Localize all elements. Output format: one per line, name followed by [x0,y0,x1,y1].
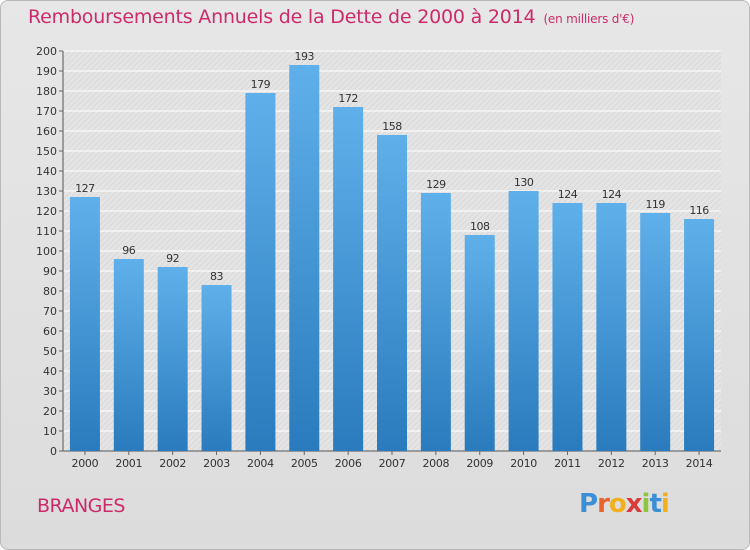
bar-value-label: 108 [470,220,490,233]
bar-value-label: 124 [558,188,578,201]
y-tick-label: 130 [36,185,57,198]
y-tick-label: 150 [36,145,57,158]
x-tick-label: 2007 [379,457,406,470]
chart-title: Remboursements Annuels de la Dette de 20… [28,6,634,28]
y-tick-label: 0 [50,445,57,458]
bar-value-label: 96 [122,244,135,257]
y-tick-label: 140 [36,165,57,178]
y-tick-label: 110 [36,225,57,238]
y-tick-label: 20 [43,405,57,418]
y-tick-label: 200 [36,45,57,58]
y-tick-label: 10 [43,425,57,438]
x-tick-label: 2001 [115,457,142,470]
bar [464,235,495,451]
bar-value-label: 179 [251,78,271,91]
y-tick-label: 80 [43,285,57,298]
y-tick-label: 70 [43,305,57,318]
bar [684,219,715,451]
y-tick-label: 160 [36,125,57,138]
y-tick-label: 120 [36,205,57,218]
x-tick-label: 2006 [335,457,362,470]
commune-name: BRANGES [37,495,125,517]
x-tick-label: 2010 [510,457,537,470]
x-tick-label: 2000 [72,457,99,470]
bar-value-label: 130 [514,176,534,189]
y-tick-label: 170 [36,105,57,118]
x-tick-label: 2014 [686,457,713,470]
y-tick-label: 30 [43,385,57,398]
bar-value-label: 116 [689,204,709,217]
logo-letter: t [649,489,661,519]
bar [333,107,364,451]
x-tick-label: 2004 [247,457,274,470]
y-tick-label: 190 [36,65,57,78]
logo-letter: i [660,489,670,519]
x-tick-label: 2008 [422,457,449,470]
bar [245,93,276,451]
bar-value-label: 129 [426,178,446,191]
bar-value-label: 83 [210,270,223,283]
bar [157,267,188,451]
bar [201,285,232,451]
logo-letter: r [597,489,610,519]
y-tick-label: 180 [36,85,57,98]
x-tick-label: 2003 [203,457,230,470]
x-tick-label: 2013 [642,457,669,470]
x-tick-label: 2002 [159,457,186,470]
bar [377,135,407,451]
bar-value-label: 124 [602,188,622,201]
y-tick-label: 90 [43,265,57,278]
logo-letter: P [579,489,598,519]
bar [69,197,100,451]
bar [113,259,144,451]
bar [640,213,671,451]
x-tick-label: 2011 [554,457,581,470]
x-tick-label: 2012 [598,457,625,470]
bar [289,65,320,451]
y-tick-label: 60 [43,325,57,338]
y-tick-label: 100 [36,245,57,258]
bar [596,203,627,451]
x-tick-label: 2009 [466,457,493,470]
bar-value-label: 158 [382,120,402,133]
logo-letter: x [625,489,643,519]
bar-value-label: 119 [645,198,665,211]
bar-value-label: 127 [75,182,95,195]
bar-value-label: 92 [166,252,179,265]
proxiti-logo: Proxiti [579,489,670,519]
chart-unit: (en milliers d'€) [543,12,635,26]
bar-value-label: 172 [338,92,358,105]
x-tick-label: 2005 [291,457,318,470]
y-tick-label: 40 [43,365,57,378]
bar [508,191,539,451]
logo-letter: i [641,489,651,519]
bar-value-label: 193 [295,50,315,63]
logo-letter: o [608,489,627,519]
bar [552,203,583,451]
y-tick-label: 50 [43,345,57,358]
chart-title-text: Remboursements Annuels de la Dette de 20… [28,6,536,28]
bar [420,193,451,451]
